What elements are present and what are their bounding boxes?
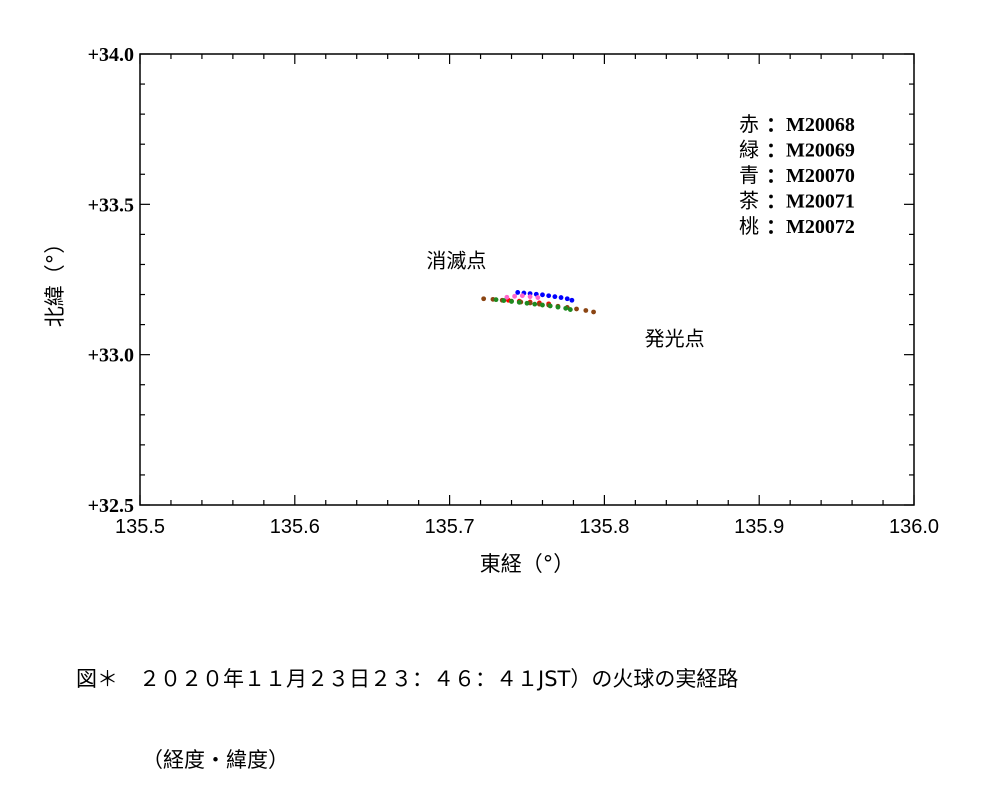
data-point: [481, 296, 487, 302]
data-point: [552, 294, 558, 300]
data-point: [547, 303, 553, 309]
series-group: [515, 290, 575, 303]
data-point: [558, 295, 564, 300]
y-tick-label: +32.5: [88, 495, 134, 517]
data-point: [504, 294, 510, 300]
annotation-label: 発光点: [645, 327, 705, 351]
legend-entry-prefix: 赤: [739, 112, 759, 136]
data-points: [481, 290, 596, 315]
x-tick-label: 135.9: [734, 516, 784, 538]
data-point: [540, 302, 545, 308]
data-point: [546, 293, 552, 299]
y-tick-label: +33.0: [88, 345, 134, 367]
data-point: [591, 309, 596, 315]
data-point: [527, 294, 533, 300]
data-point: [515, 290, 521, 295]
figure-caption: 図＊ ２０２０年１１月２３日２３：４６：４１JST）の火球の実経路 （経度・緯度…: [76, 612, 738, 801]
legend-entry-code: ：M20068: [766, 114, 855, 136]
caption-line-2: （経度・緯度）: [142, 748, 289, 772]
data-point: [532, 301, 538, 307]
chart-svg: 135.5 135.6 135.7 135.8 135.9 136.0 +34.0 +33.5…: [43, 44, 939, 576]
data-point: [501, 298, 507, 303]
legend-entry-code: ：M20072: [766, 216, 855, 238]
data-point: [564, 296, 570, 302]
annotation-label: 消滅点: [426, 248, 486, 272]
legend: 赤 ：M20068 緑 ：M20069 青 ：M20070 茶 ：M20071 桃 ：M20072: [739, 112, 855, 238]
axis-ticks: 135.5 135.6 135.7 135.8 135.9 136.0 +34.0 +33.5…: [88, 44, 939, 538]
x-tick-label: 135.5: [115, 516, 165, 538]
x-tick-label: 135.7: [425, 516, 475, 538]
plot-frame: [139, 53, 915, 506]
x-tick-label: 135.6: [270, 516, 320, 538]
data-point: [540, 292, 545, 298]
legend-entry-prefix: 青: [739, 163, 759, 187]
data-point: [524, 300, 530, 306]
data-point: [555, 304, 561, 310]
series-group: [504, 293, 541, 300]
data-point: [569, 297, 575, 303]
caption-line-1: 図＊ ２０２０年１１月２３日２３：４６：４１JST）の火球の実経路: [76, 667, 739, 691]
legend-entry-code: ：M20071: [766, 191, 855, 213]
x-tick-label: 136.0: [889, 516, 939, 538]
legend-entry-prefix: 桃: [739, 214, 759, 238]
legend-entry-prefix: 緑: [739, 138, 759, 162]
data-point: [583, 308, 589, 313]
legend-entry-code: ：M20069: [766, 140, 855, 162]
data-point: [563, 305, 569, 311]
y-tick-label: +34.0: [88, 44, 134, 66]
data-point: [493, 297, 499, 303]
data-point: [516, 299, 522, 305]
series-group: [493, 297, 573, 312]
data-point: [567, 307, 573, 312]
data-point: [535, 295, 541, 300]
data-point: [512, 293, 518, 299]
x-axis-label: 東経（°）: [480, 552, 575, 576]
legend-entry-code: ：M20070: [766, 165, 855, 187]
data-point: [574, 306, 579, 312]
data-point: [509, 299, 514, 304]
y-axis-label: 北緯（°）: [43, 233, 67, 328]
data-point: [519, 293, 525, 299]
x-tick-label: 135.8: [579, 516, 629, 538]
legend-entry-prefix: 茶: [739, 189, 759, 213]
y-tick-label: +33.5: [88, 194, 134, 216]
